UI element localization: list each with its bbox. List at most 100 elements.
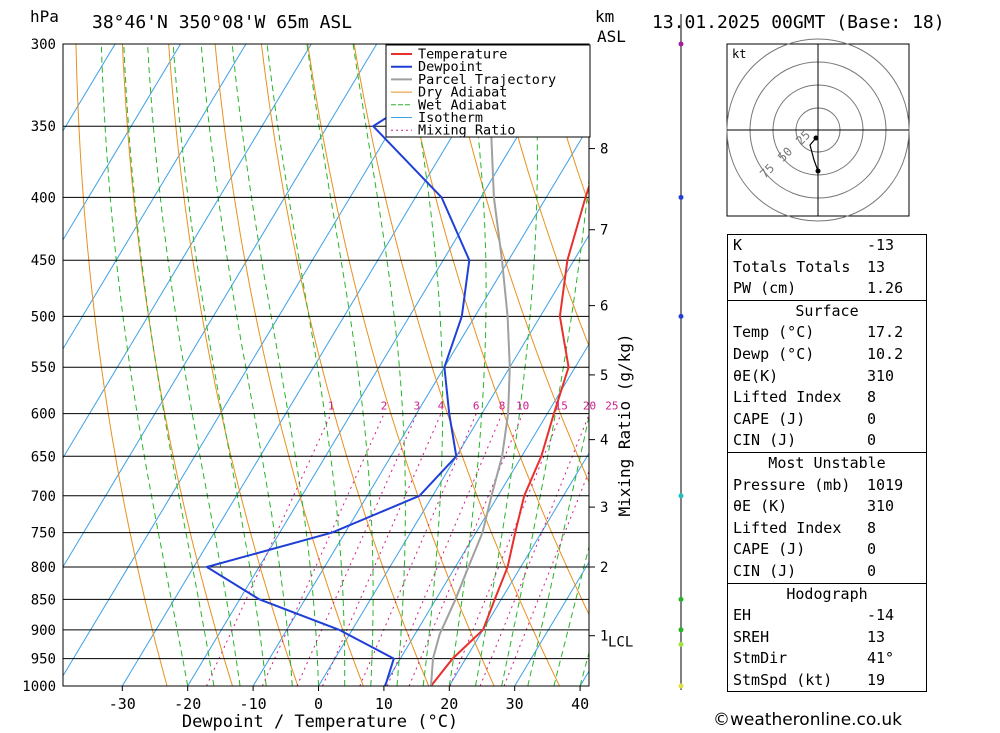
series-parcel-trajectory: [430, 44, 511, 686]
isotherm-line: [63, 44, 116, 132]
isotherm-line: [63, 44, 443, 677]
stat-value: 19: [867, 670, 886, 689]
stat-label: CAPE (J): [733, 540, 806, 559]
isotherm-line: [63, 44, 181, 241]
mixing-ratio-label: 15: [555, 400, 568, 413]
pressure-tick-label: 400: [31, 190, 56, 206]
x-tick-label: 40: [571, 695, 589, 713]
km-label: km: [595, 7, 614, 26]
isotherm-line: [514, 561, 589, 686]
stat-row: CIN (J) 0: [728, 561, 926, 583]
stat-value: 10.2: [867, 344, 904, 363]
surface-title: Surface: [795, 301, 859, 320]
km-tick-label: 2: [600, 560, 608, 576]
km-tick-label: 1: [600, 629, 608, 645]
stat-row: EH -14: [728, 605, 926, 627]
stat-label: θE (K): [733, 497, 788, 516]
x-tick-label: -30: [109, 695, 136, 713]
wind-level-dot: [678, 683, 684, 689]
pressure-tick-label: 450: [31, 253, 56, 269]
pressure-tick-label: 350: [31, 119, 56, 135]
wet-adiabat-line: [352, 44, 406, 686]
profiles: [204, 44, 589, 686]
footer-credit[interactable]: ©weatheronline.co.uk: [713, 710, 902, 730]
site-link[interactable]: weatheronline.co.uk: [730, 710, 903, 730]
wet-adiabat-line: [501, 175, 589, 686]
location-title: 38°46'N 350°08'W 65m ASL: [92, 12, 352, 33]
legend-entry: Mixing Ratio: [418, 123, 516, 139]
pressure-tick-label: 650: [31, 449, 56, 465]
stat-row-totals: Totals Totals 13: [728, 257, 926, 279]
km-tick-label: 3: [600, 500, 608, 516]
wind-level-dot: [678, 313, 684, 319]
pressure-tick-label: 500: [31, 309, 56, 325]
mixing-ratio-label: 8: [499, 400, 506, 413]
isotherm-line: [63, 44, 247, 350]
stat-label: Totals Totals: [733, 257, 851, 276]
stats-panel: K -13 Totals Totals 13 PW (cm) 1.26 Surface…: [727, 234, 927, 693]
x-tick-label: -10: [240, 695, 267, 713]
pressure-tick-label: 300: [31, 37, 56, 53]
mixing-ratio-line: [206, 413, 332, 686]
isotherm-line: [187, 44, 574, 686]
pressure-tick-label: 850: [31, 592, 56, 608]
lcl-label: LCL: [608, 635, 633, 651]
wet-adiabat-line: [200, 44, 293, 686]
series-temperature: [430, 183, 589, 686]
x-tick-label: 10: [375, 695, 393, 713]
stat-row: CAPE (J) 0: [728, 539, 926, 561]
stat-label: Pressure (mb): [733, 475, 851, 494]
mixing-ratio-line: [296, 413, 418, 686]
stat-label: CIN (J): [733, 431, 797, 450]
isotherm-line: [63, 44, 312, 459]
isotherm-line: [448, 452, 589, 686]
mixing-ratio-label: 4: [438, 400, 445, 413]
wind-profile: [678, 14, 684, 690]
mixing-ratio-line: [261, 413, 385, 686]
pressure-tick-label: 800: [31, 560, 56, 576]
legend-entry: Temperature: [418, 47, 507, 63]
stat-label: Temp (°C): [733, 323, 815, 342]
stat-row: CIN (J) 0: [728, 430, 926, 452]
stat-row: SREH 13: [728, 627, 926, 649]
hpa-label: hPa: [30, 7, 59, 26]
legend-entry: Dewpoint: [418, 59, 483, 75]
wind-level-dot: [678, 627, 684, 633]
legend-entry: Isotherm: [418, 110, 483, 126]
mixing-ratio-label: 3: [414, 400, 421, 413]
mixing-ratio-label: 20: [583, 400, 596, 413]
stat-label: Dewp (°C): [733, 344, 815, 363]
stat-value: 13: [867, 627, 886, 646]
km-tick-label: 4: [600, 433, 608, 449]
stat-row: Pressure (mb) 1019: [728, 475, 926, 497]
wind-level-dot: [678, 596, 684, 602]
mixing-ratio-line: [386, 413, 503, 686]
mixing-ratio-line: [322, 413, 442, 686]
most-unstable-title: Most Unstable: [768, 453, 886, 472]
mixing-ratio-line: [408, 413, 524, 686]
mixing-ratio-line: [479, 413, 589, 686]
km-tick-label: 6: [600, 299, 608, 315]
most-unstable-box: Most Unstable Pressure (mb) 1019 θE (K) 31…: [727, 451, 927, 583]
asl-label: ASL: [597, 27, 626, 46]
km-tick-label: 8: [600, 142, 608, 158]
stat-value: 0: [867, 409, 877, 428]
isotherm-line: [318, 234, 589, 686]
stat-row: Dewp (°C) 10.2: [728, 344, 926, 366]
wet-adiabat-line: [406, 44, 444, 686]
legend-box: [385, 44, 591, 138]
stat-row: Lifted Index 8: [728, 387, 926, 409]
stat-value: 8: [867, 518, 877, 537]
hodograph-stats-box: Hodograph EH -14 SREH 13 StmDir 41° StmSpd …: [727, 582, 927, 693]
stat-label: K: [733, 236, 743, 254]
stat-value: 1019: [867, 475, 904, 494]
stat-label: CIN (J): [733, 561, 797, 580]
stat-value: 0: [867, 431, 877, 450]
mixing-ratio-label: 1: [328, 400, 335, 413]
copyright-icon: ©: [713, 710, 730, 730]
pressure-tick-label: 600: [31, 407, 56, 423]
stat-label: StmSpd (kt): [733, 670, 833, 689]
